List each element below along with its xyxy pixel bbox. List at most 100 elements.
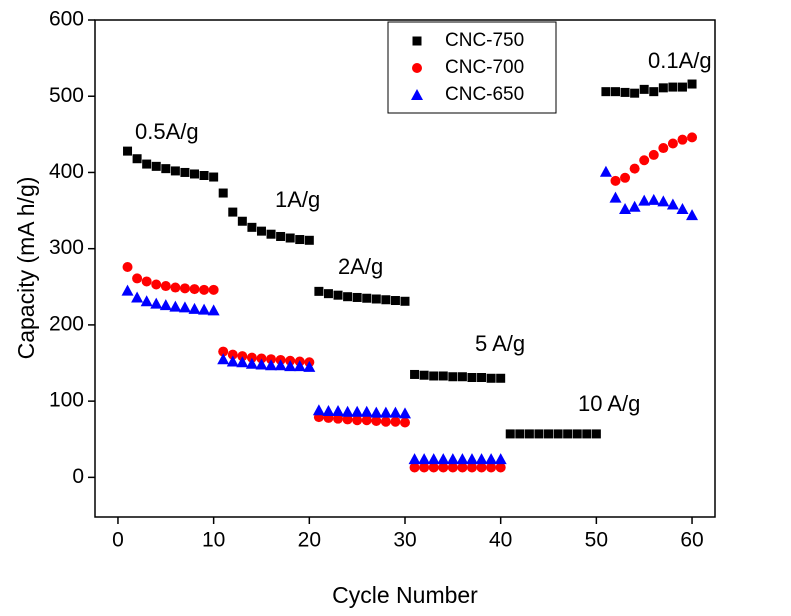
point — [648, 149, 659, 160]
point — [649, 87, 659, 97]
point — [410, 369, 420, 379]
point — [198, 303, 211, 315]
x-tick-label: 0 — [112, 529, 124, 552]
point — [237, 351, 248, 362]
point — [686, 209, 699, 221]
point — [360, 405, 373, 417]
annotation: 1A/g — [275, 187, 320, 212]
y-tick-label: 300 — [49, 236, 84, 259]
point — [486, 462, 497, 473]
point — [496, 373, 506, 383]
point — [170, 282, 181, 293]
point — [620, 87, 630, 97]
point — [629, 163, 640, 174]
point — [293, 360, 306, 372]
point — [475, 453, 488, 465]
point — [544, 429, 554, 439]
point — [447, 462, 458, 473]
point — [591, 429, 601, 439]
point — [199, 284, 210, 295]
x-tick-label: 40 — [489, 529, 512, 552]
point — [247, 222, 257, 232]
y-tick-label: 400 — [49, 160, 84, 183]
point — [246, 352, 257, 363]
point — [409, 462, 420, 473]
x-tick-label: 30 — [393, 529, 416, 552]
point — [389, 406, 402, 418]
point — [160, 281, 171, 292]
point — [390, 296, 400, 306]
point — [466, 462, 477, 473]
point — [255, 358, 268, 370]
point — [515, 429, 525, 439]
point — [399, 407, 411, 419]
point — [534, 429, 544, 439]
point — [465, 453, 478, 465]
point — [188, 302, 201, 314]
point — [190, 169, 200, 179]
point — [412, 36, 422, 46]
point — [228, 207, 238, 217]
x-tick-label: 10 — [202, 529, 225, 552]
point — [610, 87, 620, 97]
legend-label: CNC-650 — [445, 84, 524, 105]
point — [418, 453, 431, 465]
point — [237, 216, 247, 226]
point — [619, 203, 632, 215]
point — [427, 453, 440, 465]
x-tick-label: 60 — [680, 529, 703, 552]
point — [379, 406, 392, 418]
point — [362, 293, 372, 303]
point — [687, 132, 698, 143]
y-axis-title: Capacity (mA h/g) — [13, 177, 39, 360]
point — [446, 453, 459, 465]
point — [668, 82, 678, 92]
y-tick-label: 200 — [49, 312, 84, 335]
y-tick-label: 100 — [49, 389, 84, 412]
point — [476, 462, 487, 473]
point — [408, 453, 421, 465]
point — [495, 462, 506, 473]
point — [265, 359, 278, 371]
point — [572, 429, 582, 439]
point — [256, 226, 266, 236]
point — [371, 294, 381, 304]
point — [151, 161, 161, 171]
annotation: 5 A/g — [475, 331, 525, 356]
point — [245, 357, 258, 369]
y-tick-label: 600 — [49, 8, 84, 31]
point — [150, 297, 163, 309]
point — [227, 349, 238, 360]
point — [304, 235, 314, 245]
point — [323, 289, 333, 299]
point — [284, 360, 297, 372]
point — [677, 82, 687, 92]
point — [429, 371, 439, 381]
point — [170, 166, 180, 176]
point — [276, 231, 286, 241]
point — [199, 171, 209, 181]
annotation: 10 A/g — [578, 391, 640, 416]
point — [639, 84, 649, 94]
point — [351, 405, 364, 417]
point — [123, 146, 133, 156]
point — [505, 429, 515, 439]
point — [274, 359, 287, 371]
point — [666, 198, 679, 210]
point — [122, 261, 133, 272]
point — [400, 296, 410, 306]
point — [208, 284, 219, 295]
point — [142, 159, 152, 169]
annotation: 2A/g — [338, 254, 383, 279]
point — [131, 291, 144, 303]
point — [390, 416, 401, 427]
point — [343, 292, 353, 302]
point — [467, 373, 477, 383]
point — [161, 164, 171, 174]
point — [630, 88, 640, 98]
x-axis-title: Cycle Number — [332, 582, 478, 608]
point — [380, 416, 391, 427]
legend-label: CNC-750 — [445, 30, 524, 51]
point — [667, 138, 678, 149]
